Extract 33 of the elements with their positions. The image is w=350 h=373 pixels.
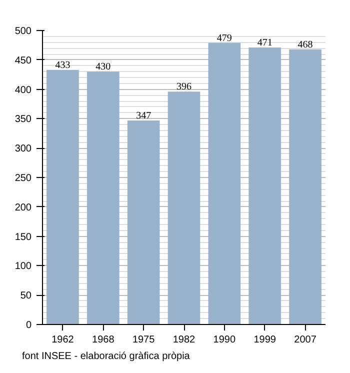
bar (46, 70, 79, 324)
bar (248, 48, 282, 324)
data-label: 396 (176, 82, 192, 93)
x-tick-label: 1990 (213, 334, 236, 346)
data-label: 471 (257, 38, 272, 49)
data-label: 347 (136, 110, 152, 122)
bar (127, 120, 160, 324)
y-tick-label: 450 (14, 55, 32, 66)
data-label: 468 (298, 39, 313, 50)
text: font INSEE - elaboració gràfica pròpia (22, 350, 190, 364)
y-tick-label: 0 (26, 320, 32, 331)
bar (168, 92, 200, 324)
y-tick-label: 500 (14, 26, 32, 37)
x-tick-label: 1975 (132, 334, 156, 346)
x-tick-label: 1962 (52, 334, 74, 346)
x-tick-label: 1982 (172, 334, 196, 346)
y-tick-label: 400 (14, 84, 32, 96)
y-tick-label: 250 (14, 173, 32, 184)
bar (208, 42, 241, 324)
bar (289, 49, 322, 324)
data-label: 430 (96, 62, 111, 73)
data-label: 433 (55, 60, 70, 71)
x-tick-label: 1968 (92, 334, 115, 346)
y-tick-label: 300 (14, 144, 32, 155)
data-label: 479 (216, 32, 232, 44)
bar (86, 72, 120, 324)
y-tick-label: 100 (14, 261, 32, 272)
x-tick-label: 2007 (294, 334, 317, 346)
y-tick-label: 350 (14, 114, 32, 126)
x-tick-label: 1999 (254, 334, 276, 346)
y-tick-label: 50 (20, 290, 32, 302)
y-tick-label: 200 (14, 202, 32, 214)
y-tick-label: 150 (14, 232, 32, 243)
